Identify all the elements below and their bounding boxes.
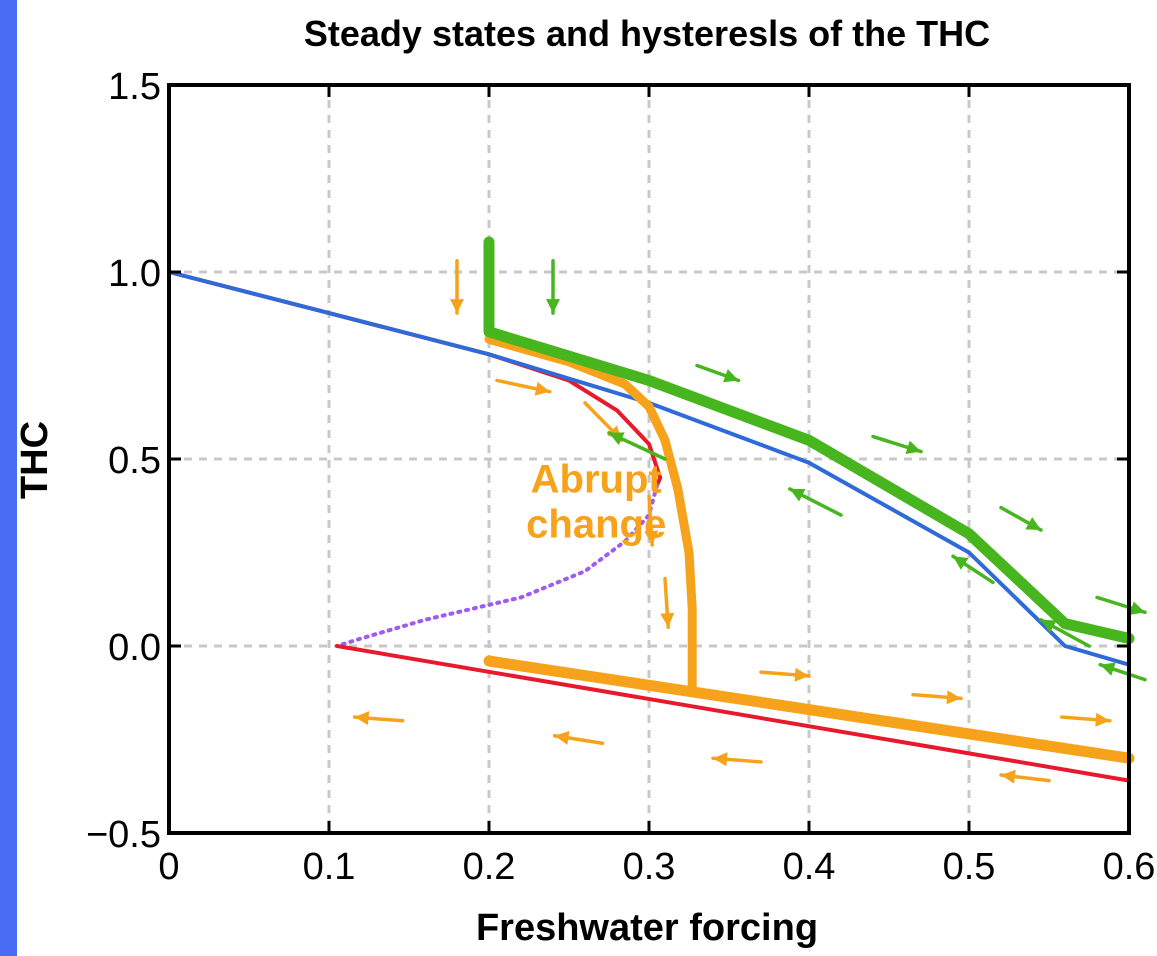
x-tick-label: 0.6 (1103, 846, 1156, 888)
direction-arrow (951, 554, 995, 585)
arrow-head (794, 667, 809, 682)
series-line-2 (335, 644, 1131, 783)
arrow-head (1001, 769, 1016, 784)
direction-arrow (450, 259, 464, 315)
y-axis-label: THC (17, 421, 56, 499)
direction-arrow (695, 363, 741, 383)
direction-arrow (1039, 618, 1091, 648)
y-tick-label: 0.0 (108, 627, 161, 669)
series-layer (167, 236, 1135, 783)
direction-arrow (759, 667, 811, 682)
series-line-4 (484, 334, 697, 692)
direction-arrow (1095, 595, 1147, 615)
arrow-head (723, 369, 739, 383)
direction-arrow (788, 487, 843, 517)
grid-lines (169, 85, 1129, 833)
chart-title: Steady states and hysteresls of the THC (304, 13, 990, 54)
arrow-head (546, 299, 560, 314)
direction-arrow (871, 434, 923, 455)
arrow-head (1100, 662, 1116, 676)
x-tick-label: 0.4 (783, 846, 836, 888)
direction-arrow (352, 711, 405, 726)
arrow-head (1129, 601, 1145, 615)
arrow-head (609, 432, 625, 446)
arrow-head (534, 381, 550, 396)
arrow-head (1025, 517, 1041, 531)
x-tick-label: 0.2 (463, 846, 516, 888)
series-line-1 (335, 483, 659, 648)
x-tick-label: 0.3 (623, 846, 676, 888)
x-tick-label: 0 (158, 846, 179, 888)
direction-arrow (1060, 712, 1112, 727)
series-line-6 (483, 236, 1135, 644)
axis-ticks: 0 0.1 0.2 0.3 0.4 0.5 0.6 −0.5 0.0 0.5 1.0 1.5 (86, 66, 1155, 888)
direction-arrow (999, 769, 1051, 784)
arrow-head (1095, 712, 1110, 727)
annotation-change: change (526, 503, 666, 547)
arrow-head (946, 690, 961, 705)
x-axis-label: Freshwater forcing (476, 907, 818, 949)
series-line-5 (483, 655, 1135, 764)
arrow-head (953, 556, 969, 570)
direction-arrow (1098, 662, 1147, 682)
arrow-head (789, 488, 806, 502)
direction-arrow (552, 730, 605, 745)
arrow-head (1041, 619, 1057, 633)
arrow-head (354, 711, 370, 726)
x-tick-label: 0.5 (943, 846, 996, 888)
arrow-head (713, 752, 728, 767)
annotation-abrupt: Abrupt (531, 458, 662, 502)
y-tick-label: 1.0 (108, 253, 161, 295)
direction-arrow (999, 505, 1043, 532)
arrow-head (554, 730, 570, 745)
direction-arrow (711, 752, 763, 767)
series-line-0 (167, 270, 663, 488)
arrow-head (905, 440, 921, 455)
y-tick-label: 0.5 (108, 440, 161, 482)
direction-arrow (546, 259, 560, 315)
arrow-head (450, 299, 464, 314)
arrow-head (644, 530, 659, 546)
chart-panel: Steady states and hysteresls of the THC … (17, 0, 1157, 956)
y-tick-label: −0.5 (86, 814, 161, 856)
direction-arrows (352, 259, 1147, 784)
direction-arrow (911, 690, 963, 705)
thc-hysteresis-chart: Steady states and hysteresls of the THC … (17, 13, 1155, 949)
y-tick-label: 1.5 (108, 66, 161, 108)
direction-arrow (607, 431, 667, 461)
arrow-head (660, 612, 675, 628)
direction-arrow (660, 576, 675, 630)
x-tick-label: 0.1 (303, 846, 356, 888)
direction-arrow (644, 494, 659, 547)
direction-arrow (495, 378, 552, 396)
